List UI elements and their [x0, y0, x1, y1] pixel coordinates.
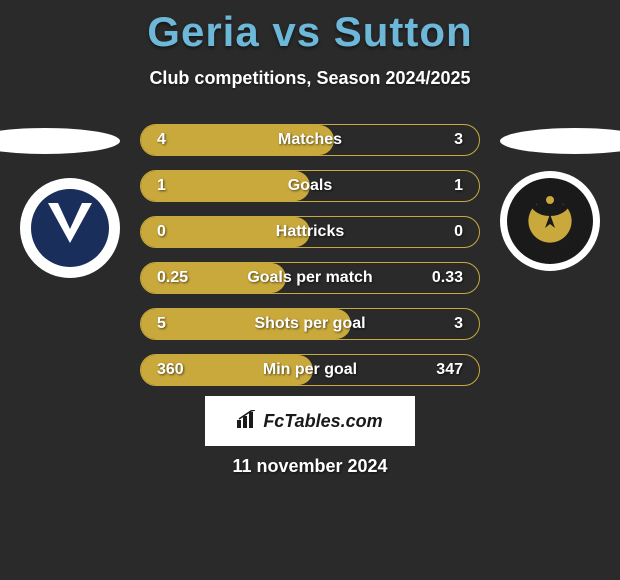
melbourne-victory-crest	[31, 189, 109, 267]
stat-left-value: 1	[157, 177, 166, 195]
stat-label: Goals	[288, 177, 332, 195]
phoenix-icon	[525, 188, 575, 232]
stat-right-value: 0	[454, 223, 463, 241]
right-platform-ellipse	[500, 128, 620, 154]
stat-label: Min per goal	[263, 361, 357, 379]
stat-row-min-per-goal: 360 Min per goal 347	[140, 354, 480, 386]
stat-left-value: 0	[157, 223, 166, 241]
stat-right-value: 3	[454, 315, 463, 333]
stats-container: 4 Matches 3 1 Goals 1 0 Hattricks 0 0.25…	[140, 124, 480, 400]
stat-row-shots-per-goal: 5 Shots per goal 3	[140, 308, 480, 340]
comparison-title: Geria vs Sutton	[0, 0, 620, 56]
stat-right-value: 1	[454, 177, 463, 195]
stat-label: Hattricks	[276, 223, 344, 241]
stat-row-matches: 4 Matches 3	[140, 124, 480, 156]
stat-label: Goals per match	[247, 269, 372, 287]
team-crest-left	[20, 178, 120, 278]
stat-label: Shots per goal	[254, 315, 365, 333]
stat-left-value: 360	[157, 361, 184, 379]
stat-label: Matches	[278, 131, 342, 149]
stat-row-goals-per-match: 0.25 Goals per match 0.33	[140, 262, 480, 294]
wellington-phoenix-crest	[507, 178, 593, 264]
team-crest-right	[500, 171, 600, 271]
stat-left-value: 4	[157, 131, 166, 149]
branding-box: FcTables.com	[205, 396, 415, 446]
stat-row-goals: 1 Goals 1	[140, 170, 480, 202]
stat-right-value: 3	[454, 131, 463, 149]
left-platform-ellipse	[0, 128, 120, 154]
stat-right-value: 0.33	[432, 269, 463, 287]
date-label: 11 november 2024	[232, 456, 387, 477]
comparison-subtitle: Club competitions, Season 2024/2025	[0, 68, 620, 89]
stat-row-hattricks: 0 Hattricks 0	[140, 216, 480, 248]
bars-icon	[237, 410, 259, 433]
stat-fill	[141, 171, 310, 201]
stat-left-value: 0.25	[157, 269, 188, 287]
branding-text: FcTables.com	[263, 411, 382, 432]
stat-right-value: 347	[436, 361, 463, 379]
stat-left-value: 5	[157, 315, 166, 333]
